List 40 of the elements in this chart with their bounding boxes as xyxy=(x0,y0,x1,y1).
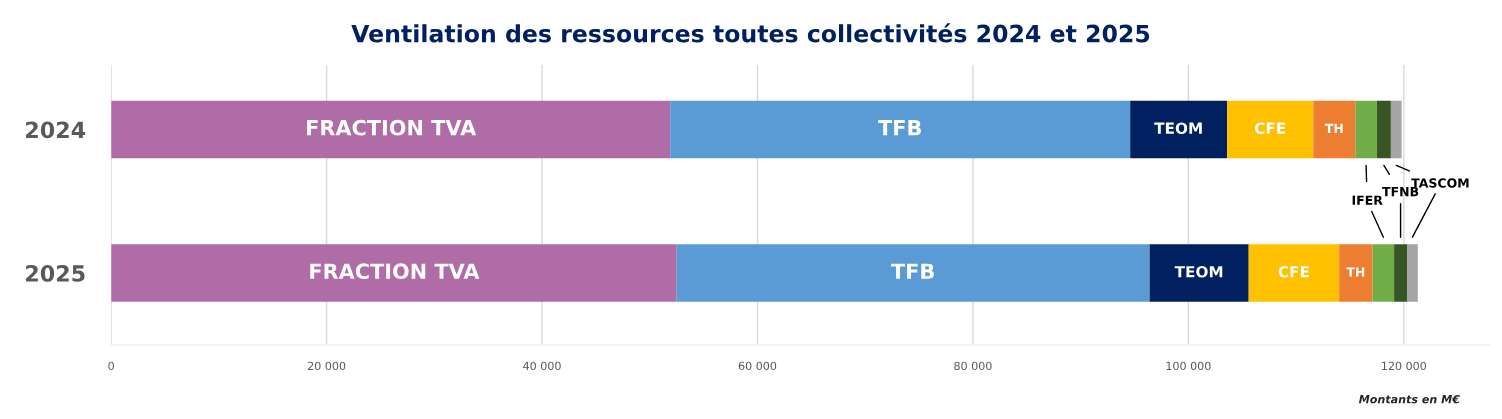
text: CFE xyxy=(1278,265,1309,278)
text: TEOM xyxy=(1174,265,1223,278)
x-tick-label: 100 000 xyxy=(1166,361,1211,371)
bar xyxy=(111,100,671,159)
x-tick-label: 120 000 xyxy=(1382,361,1427,371)
bar xyxy=(1407,244,1418,302)
bar xyxy=(1355,100,1377,159)
text: Montants en M€ xyxy=(1358,394,1460,404)
bar xyxy=(1376,100,1391,159)
bar xyxy=(670,100,1131,159)
bar xyxy=(1313,100,1356,159)
y-tick-label: 2025 xyxy=(26,265,85,282)
text: TFB xyxy=(878,120,921,136)
x-tick-label: 40 000 xyxy=(523,361,561,371)
text: TH xyxy=(1324,123,1343,133)
bar xyxy=(1227,100,1314,159)
series-label: CFE xyxy=(1254,122,1286,134)
bar xyxy=(1149,244,1249,302)
x-tick-label: 0 xyxy=(108,361,114,371)
text: FRACTION TVA xyxy=(310,263,480,280)
series-label: TH xyxy=(1346,267,1365,277)
series-label: TASCOM xyxy=(1411,178,1469,188)
x-tick-label: 60 000 xyxy=(738,361,777,371)
bar xyxy=(1394,244,1408,302)
bar xyxy=(676,244,1150,302)
text: TFNB xyxy=(1382,187,1419,197)
bar xyxy=(111,244,677,302)
series-label: TFB xyxy=(891,263,934,279)
y-tick-label: 2024 xyxy=(26,121,86,139)
bar xyxy=(1339,244,1373,302)
x-tick-label: 20 000 xyxy=(307,361,346,371)
series-label: FRACTION TVA xyxy=(307,119,477,136)
bar xyxy=(1248,244,1340,302)
chart-title: Ventilation des ressources toutes collectivités 2024 et 2025 xyxy=(351,23,1150,43)
text: IFER xyxy=(1352,195,1383,205)
bar xyxy=(1372,244,1395,302)
x-tick-label: 80 000 xyxy=(954,361,992,371)
bar xyxy=(1130,100,1228,159)
bar xyxy=(1390,100,1402,159)
series-label: TEOM xyxy=(1154,122,1202,134)
